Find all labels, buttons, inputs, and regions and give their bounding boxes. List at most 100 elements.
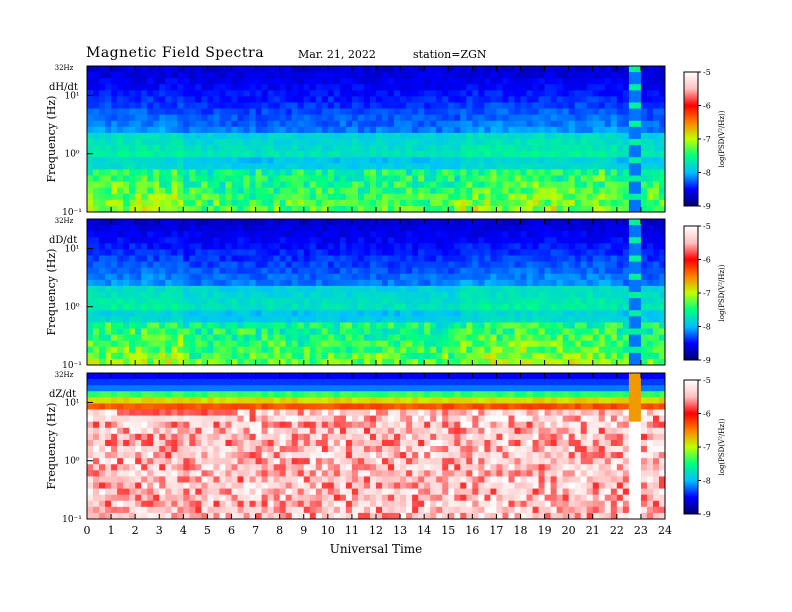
heatmap-cell [297,151,305,158]
heatmap-cell [165,193,172,201]
heatmap-cell [123,84,130,91]
heatmap-cell [592,199,600,207]
heatmap-cell [640,199,648,207]
heatmap-cell [321,328,329,335]
heatmap-cell [219,249,226,256]
heatmap-cell [538,328,545,335]
heatmap-cell [243,145,250,152]
heatmap-cell [291,139,299,146]
heatmap-cell [99,446,106,453]
heatmap-cell [135,225,142,232]
heatmap-cell [466,108,473,116]
heatmap-cell [129,163,136,170]
heatmap-cell [430,298,437,305]
heatmap-cell [99,120,106,128]
heatmap-cell [508,279,515,287]
heatmap-cell [580,267,588,275]
heatmap-cell [478,340,485,348]
heatmap-cell [634,139,642,146]
heatmap-cell [369,199,377,207]
heatmap-cell [321,181,329,189]
heatmap-cell [490,126,497,134]
heatmap-cell [117,237,124,244]
heatmap-cell [105,126,112,134]
heatmap-cell [382,316,389,323]
heatmap-cell [171,322,178,329]
heatmap-cell [574,78,582,85]
heatmap-cell [117,403,124,410]
heatmap-cell [303,225,311,232]
heatmap-cell [93,169,100,176]
heatmap-cell [111,452,118,459]
heatmap-cell [646,346,654,354]
heatmap-cell [87,108,94,116]
heatmap-cell [640,358,648,366]
heatmap-cell [363,237,371,244]
heatmap-cell [394,108,401,116]
heatmap-cell [87,458,94,465]
heatmap-cell [273,316,281,323]
heatmap-cell [406,316,413,323]
heatmap-cell [135,427,142,435]
heatmap-cell [207,285,214,293]
heatmap-cell [177,273,184,281]
heatmap-cell [568,225,576,232]
heatmap-cell [430,187,437,195]
heatmap-cell [652,267,660,275]
heatmap-cell [406,322,413,329]
heatmap-cell [309,310,317,317]
heatmap-cell [634,157,642,164]
heatmap-cell [628,96,636,103]
heatmap-cell [147,285,154,293]
heatmap-cell [496,193,503,201]
heatmap-cell [580,249,588,256]
heatmap-cell [261,334,269,342]
heatmap-cell [93,279,100,287]
heatmap-cell [345,267,353,275]
heatmap-cell [195,316,202,323]
heatmap-cell [562,84,570,91]
heatmap-cell [201,358,208,366]
heatmap-cell [363,279,371,287]
heatmap-cell [111,373,118,380]
heatmap-cell [628,139,636,146]
heatmap-cell [442,237,449,244]
heatmap-cell [442,66,449,73]
heatmap-cell [640,145,648,152]
heatmap-cell [171,145,178,152]
heatmap-cell [478,298,485,305]
heatmap-cell [412,72,419,79]
heatmap-cell [93,464,100,471]
heatmap-cell [448,102,455,109]
heatmap-cell [640,237,648,244]
heatmap-cell [93,145,100,152]
heatmap-cell [460,181,467,189]
heatmap-cell [424,225,431,232]
heatmap-cell [249,120,256,128]
heatmap-cell [237,163,244,170]
heatmap-cell [460,237,467,244]
heatmap-cell [412,310,419,317]
heatmap-cell [327,72,335,79]
heatmap-cell [369,139,377,146]
heatmap-cell [177,279,184,287]
heatmap-cell [514,219,521,226]
heatmap-cell [598,316,606,323]
heatmap-cell [418,267,425,275]
heatmap-cell [171,181,178,189]
heatmap-cell [201,84,208,91]
heatmap-cell [273,279,281,287]
heatmap-cell [195,340,202,348]
heatmap-cell [141,433,148,441]
heatmap-cell [430,199,437,207]
heatmap-cell [345,316,353,323]
heatmap-cell [105,292,112,299]
heatmap-cell [105,322,112,329]
heatmap-cell [189,285,196,293]
heatmap-cell [321,273,329,281]
heatmap-cell [333,292,341,299]
heatmap-cell [580,132,588,140]
heatmap-cell [357,352,365,360]
heatmap-cell [201,151,208,158]
heatmap-cell [646,145,654,152]
